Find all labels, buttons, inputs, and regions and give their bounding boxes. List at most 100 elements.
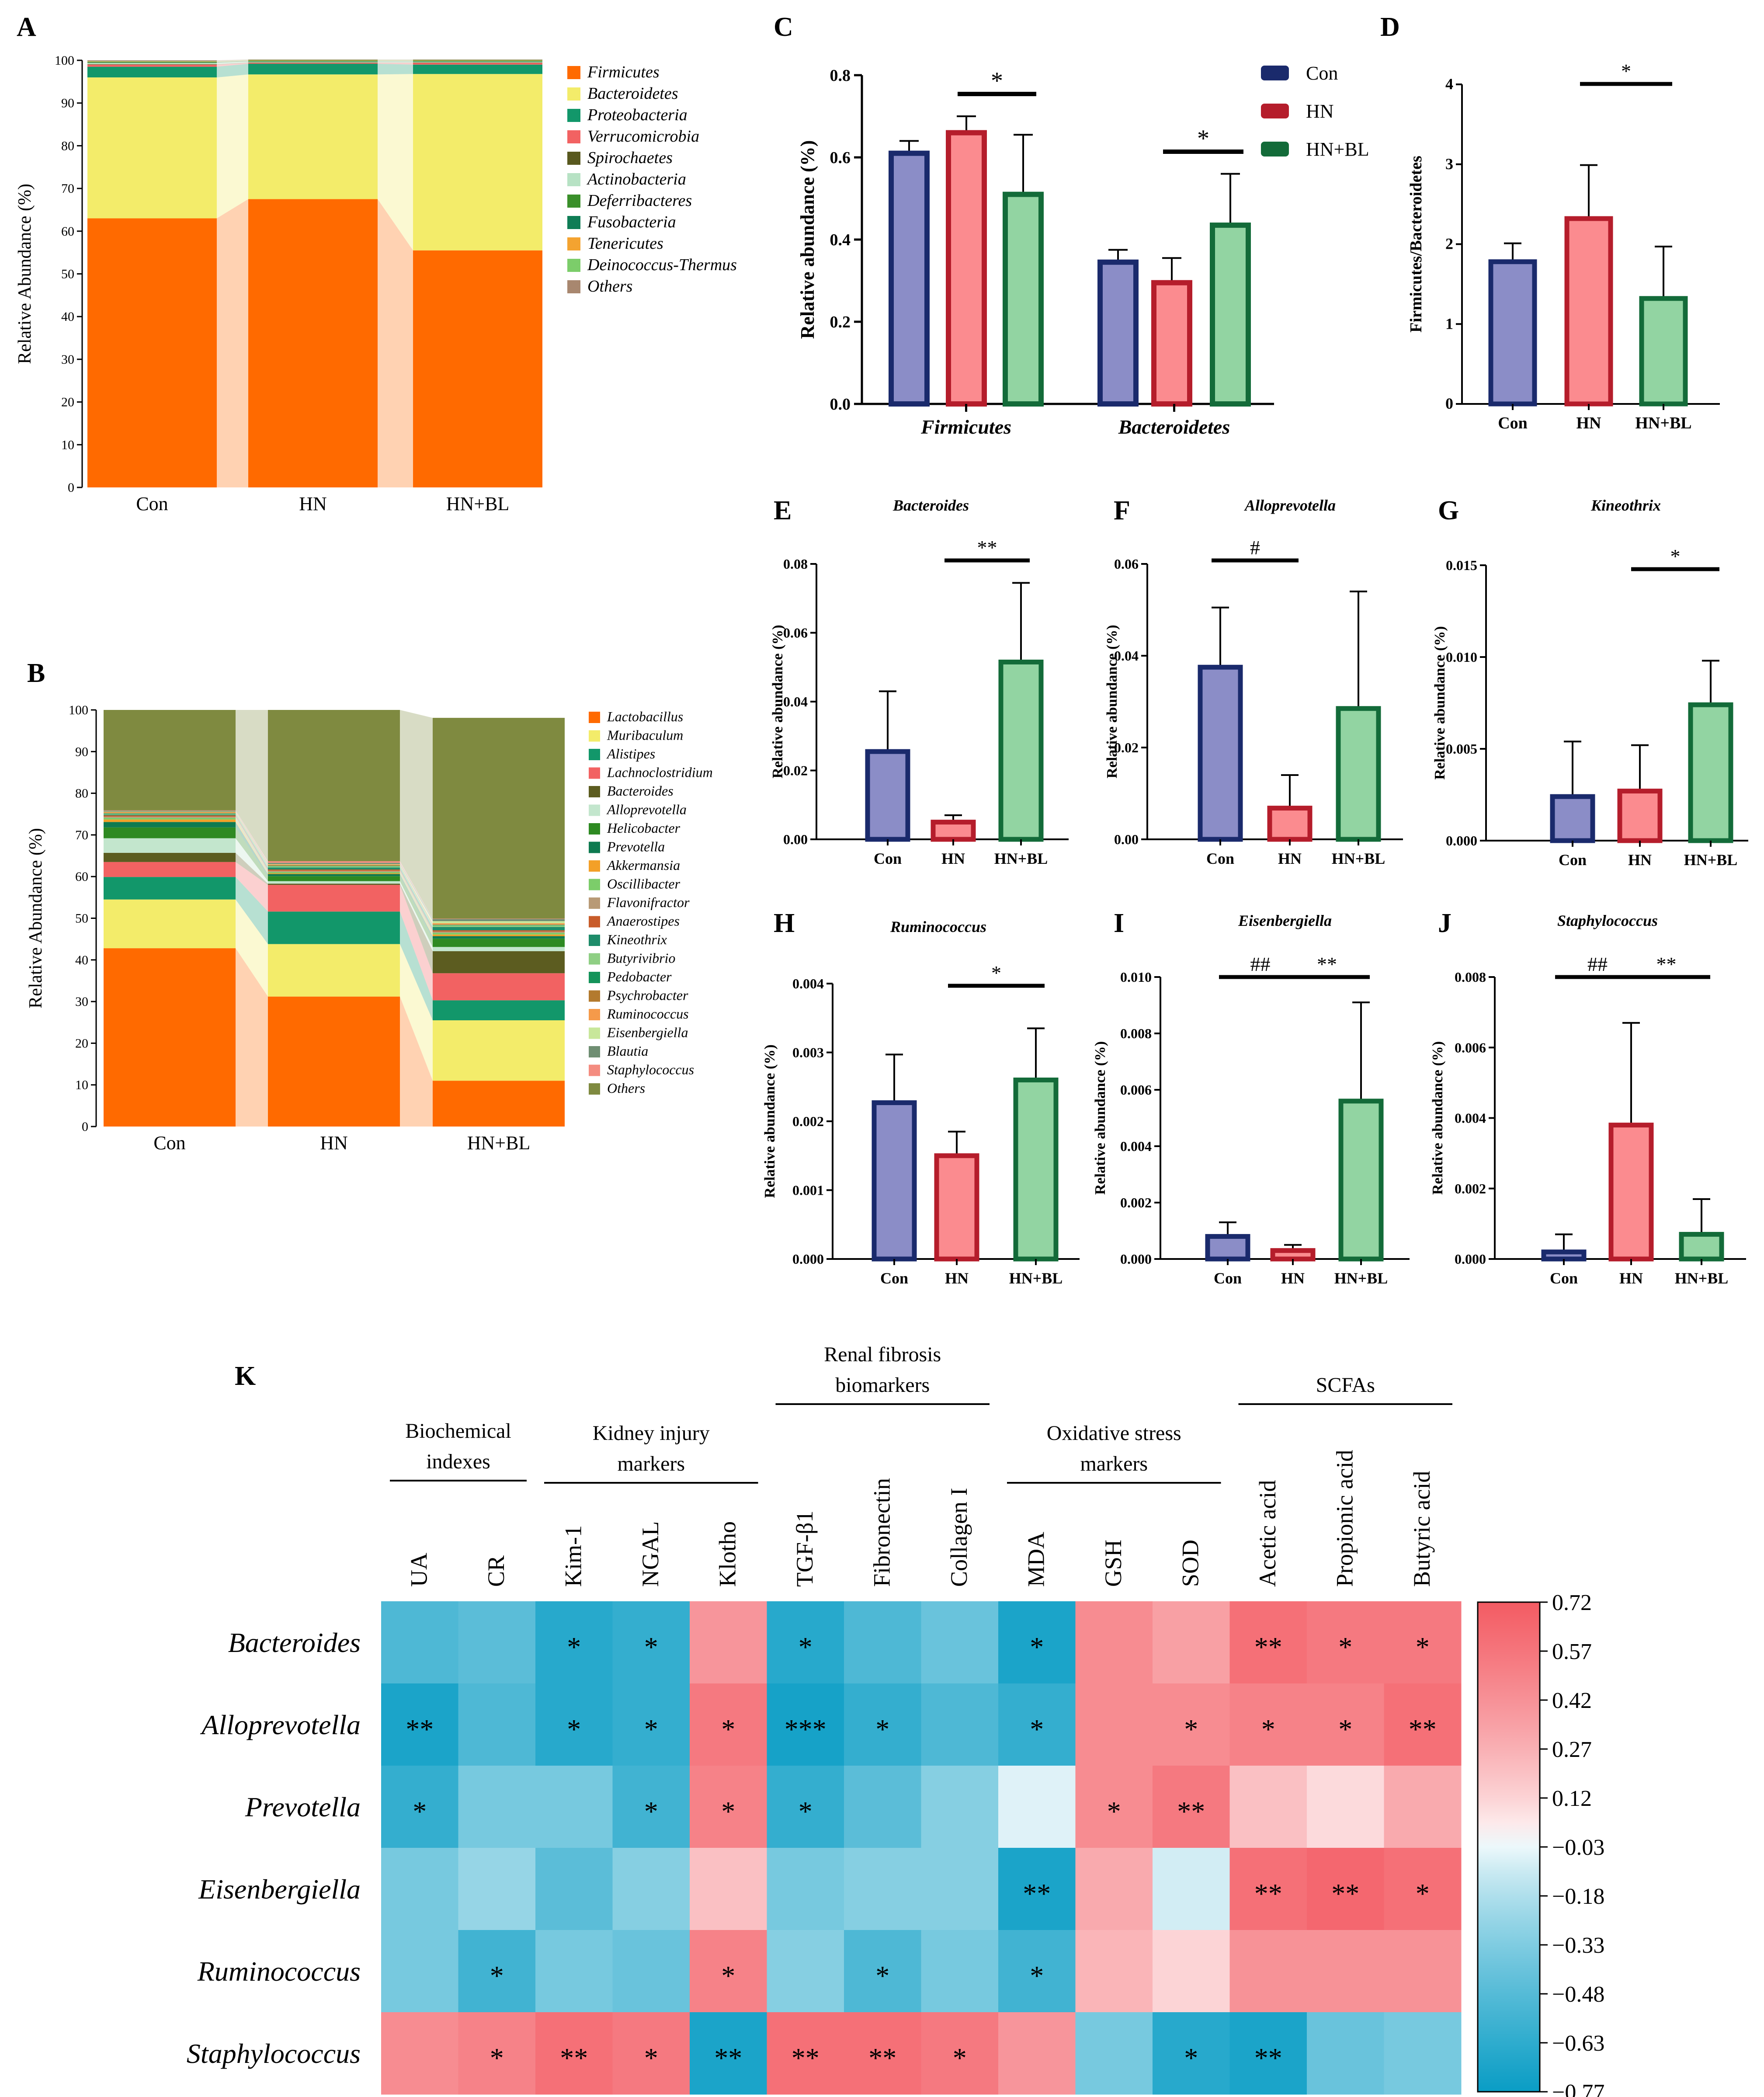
y-tick-label: 10	[61, 438, 74, 452]
bar-segment	[268, 872, 400, 873]
bar-segment	[104, 810, 236, 811]
panel-letter: B	[27, 658, 45, 688]
bar	[1488, 259, 1537, 407]
significance-mark: *	[721, 1714, 735, 1745]
bar-segment	[87, 60, 217, 61]
heatmap-cell	[690, 1766, 767, 1848]
significance-mark: *	[875, 1714, 889, 1745]
significance-mark: **	[977, 536, 997, 559]
x-tick-label: HN	[1619, 1269, 1643, 1287]
y-axis-label: Relative abundance (%)	[1432, 626, 1448, 779]
column-label: SOD	[1177, 1540, 1203, 1587]
x-tick-label: Con	[1498, 414, 1528, 432]
bar-segment	[104, 710, 236, 810]
stack-connector	[217, 61, 248, 64]
y-tick-label: 0.003	[792, 1045, 824, 1061]
y-tick-label: 40	[61, 310, 74, 324]
bar-segment	[87, 61, 217, 62]
y-tick-label: 0.006	[1455, 1040, 1486, 1055]
heatmap-cell	[998, 1766, 1076, 1848]
bar-segment	[104, 948, 236, 1127]
bar	[1336, 706, 1381, 842]
y-tick-label: 0.04	[1114, 648, 1139, 664]
significance-mark: *	[799, 1796, 813, 1827]
y-tick-label: 0.2	[830, 313, 851, 331]
bar-segment	[268, 885, 400, 912]
stack-connector	[378, 59, 413, 60]
heatmap-cell	[767, 1930, 844, 2013]
legend-swatch	[567, 237, 580, 250]
bar-segment	[268, 861, 400, 863]
heatmap-cell	[612, 1766, 690, 1848]
heatmap-cell	[767, 1848, 844, 1930]
bar-segment	[268, 866, 400, 868]
panel-letter: E	[774, 496, 792, 525]
stack-connector	[400, 883, 433, 974]
y-tick-label: 60	[61, 224, 74, 239]
bar-segment	[268, 911, 400, 944]
stack-connector	[217, 74, 248, 219]
heatmap-cell	[458, 1683, 536, 1766]
significance-mark: **	[1254, 2042, 1282, 2073]
bar-segment	[268, 864, 400, 866]
column-label: MDA	[1023, 1532, 1049, 1587]
legend-swatch	[589, 860, 600, 872]
bar-segment	[268, 996, 400, 1127]
heatmap-cell	[381, 1601, 458, 1684]
heatmap-cell	[381, 1683, 458, 1766]
heatmap-cell	[1307, 1766, 1384, 1848]
panel-letter: K	[235, 1361, 256, 1391]
bar-segment	[433, 1020, 565, 1081]
y-tick-label: 0.006	[1120, 1082, 1152, 1098]
bar-segment	[248, 199, 378, 487]
bar-segment	[268, 869, 400, 871]
heatmap-cell	[612, 2012, 690, 2095]
chart-title: Kineothrix	[1590, 497, 1661, 514]
heatmap-cell	[844, 1766, 921, 1848]
bar-segment	[104, 813, 236, 814]
y-axis-label: Relative Abundance (%)	[15, 184, 35, 364]
panel-letter: C	[774, 12, 793, 42]
significance-mark: *	[1338, 1631, 1352, 1662]
bar-segment	[413, 61, 542, 63]
column-label: Propionic acid	[1331, 1450, 1358, 1587]
heatmap-cell	[690, 1930, 767, 2013]
row-label: Eisenbergiella	[198, 1874, 361, 1905]
bar-segment	[248, 63, 378, 64]
y-tick-label: 0.08	[783, 556, 808, 572]
bar	[1003, 191, 1044, 407]
legend-label: Ruminococcus	[607, 1006, 689, 1022]
colorbar-tick-label: 0.12	[1552, 1786, 1592, 1811]
bar	[1639, 296, 1688, 407]
significance-mark: *	[490, 2042, 504, 2073]
bar-segment	[87, 77, 217, 219]
y-tick-label: 0.02	[1114, 740, 1139, 755]
bar-segment	[87, 66, 217, 78]
heatmap-cell	[921, 1601, 999, 1684]
y-tick-label: 0.00	[1114, 831, 1139, 847]
y-tick-label: 0.008	[1455, 969, 1486, 985]
column-label: Acetic acid	[1254, 1480, 1281, 1587]
y-tick-label: 20	[61, 395, 74, 410]
y-axis-label: Relative abundance (%)	[1092, 1041, 1108, 1195]
heatmap-cell	[1229, 1766, 1307, 1848]
chart-title: Alloprevotella	[1244, 497, 1336, 514]
legend-label: Others	[607, 1080, 645, 1096]
bar	[934, 1153, 979, 1262]
bar	[1210, 223, 1251, 407]
heatmap-cell	[458, 2012, 536, 2095]
significance-mark: *	[799, 1631, 813, 1662]
legend-label: Flavonifractor	[607, 894, 690, 910]
legend-label: Deferribacteres	[587, 191, 692, 210]
colorbar-tick-label: −0.03	[1552, 1835, 1604, 1860]
panel-B-stacked-bar-genus: B 0 10 20 30 40 50 60 70 80 90 100 Relative Abundanc…	[26, 658, 713, 1154]
significance-mark: *	[1197, 125, 1209, 152]
stack-connector	[400, 996, 433, 1127]
legend-label: Kineothrix	[607, 932, 667, 947]
legend-swatch	[589, 916, 600, 928]
bar-segment	[104, 899, 236, 949]
significance-mark: **	[1254, 1631, 1282, 1662]
y-axis-label: Relative abundance (%)	[770, 625, 786, 778]
legend-label: Alloprevotella	[606, 802, 687, 817]
y-tick-label: 4	[1445, 75, 1453, 93]
